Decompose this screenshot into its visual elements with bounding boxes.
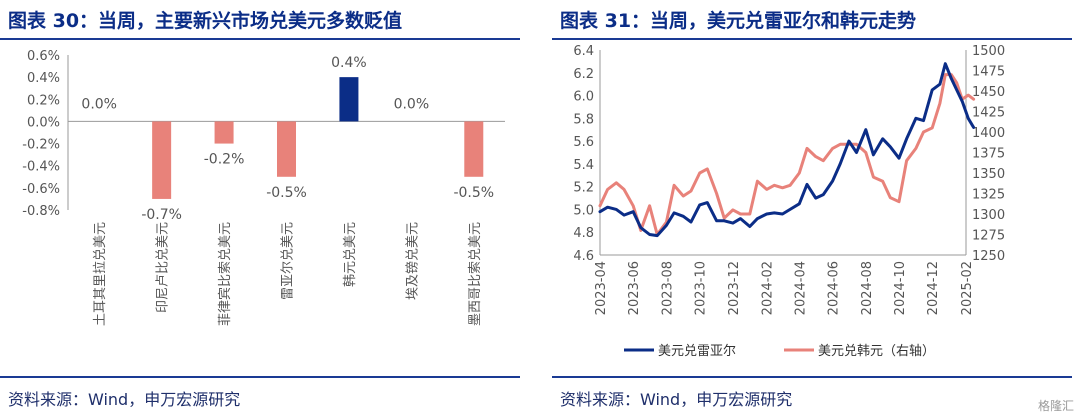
watermark-logo: 格隆汇 xyxy=(1037,399,1074,413)
bar xyxy=(214,121,234,144)
y-right-tick-label: 1300 xyxy=(972,208,1005,223)
y-tick-label: 0.6% xyxy=(27,49,60,64)
x-tick-label: 2023-10 xyxy=(694,261,709,315)
x-tick-label: 2024-06 xyxy=(827,261,842,315)
category-label: 雷亚尔兑美元 xyxy=(281,222,296,300)
y-right-tick-label: 1375 xyxy=(972,147,1005,162)
category-label: 墨西哥比索兑美元 xyxy=(468,222,483,326)
bar xyxy=(152,121,172,199)
x-tick-label: 2024-04 xyxy=(793,261,808,315)
data-label: 0.4% xyxy=(331,55,367,71)
y-left-tick-label: 6.2 xyxy=(573,67,594,82)
x-tick-label: 2024-10 xyxy=(893,261,908,315)
line-chart: 6.4 6.2 6.0 5.8 5.6 5.4 5.2 5.0 4.8 4.6 1500 1475 14… xyxy=(573,44,1005,359)
legend-label: 美元兑雷亚尔 xyxy=(658,344,736,359)
y-right-tick-label: 1425 xyxy=(972,106,1005,121)
y-right-tick-label: 1500 xyxy=(972,44,1005,59)
data-label: -0.5% xyxy=(453,185,494,201)
bar xyxy=(464,121,484,177)
y-left-tick-label: 5.0 xyxy=(573,203,594,218)
category-label: 土耳其里拉兑美元 xyxy=(93,222,108,326)
y-tick-label: -0.8% xyxy=(22,204,60,219)
x-tick-label: 2024-12 xyxy=(926,261,941,315)
y-right-tick-label: 1350 xyxy=(972,167,1005,182)
category-label: 菲律宾比索兑美元 xyxy=(217,222,233,326)
x-tick-label: 2023-12 xyxy=(727,261,742,315)
y-right-tick-label: 1250 xyxy=(972,249,1005,264)
bar xyxy=(277,121,296,177)
y-tick-label: -0.4% xyxy=(22,160,60,175)
title-rule xyxy=(552,38,1072,40)
data-label: 0.0% xyxy=(81,96,117,112)
y-left-tick-label: 5.6 xyxy=(573,135,594,150)
title-rule xyxy=(0,38,520,40)
y-right-tick-label: 1450 xyxy=(972,85,1005,100)
data-label: -0.5% xyxy=(266,185,307,201)
y-left-tick-label: 6.0 xyxy=(573,90,594,105)
chart-panel-line: 图表 31：当周，美元兑雷亚尔和韩元走势 6.4 6.2 6.0 5.8 5.6 5.4 5… xyxy=(552,0,1080,418)
source-rule xyxy=(0,376,520,378)
category-label: 埃及镑兑美元 xyxy=(404,222,420,300)
x-tick-label: 2024-02 xyxy=(761,261,776,315)
legend-label: 美元兑韩元（右轴） xyxy=(818,344,935,359)
bar-chart: 0.6% 0.4% 0.2% 0.0% -0.2% -0.4% -0.6% -0.8% 0.0%… xyxy=(22,49,505,326)
y-tick-label: 0.2% xyxy=(27,93,60,108)
series-line xyxy=(598,73,976,236)
x-tick-label: 2024-08 xyxy=(860,261,875,315)
y-left-tick-label: 4.8 xyxy=(573,226,594,241)
y-left-tick-label: 5.8 xyxy=(573,112,594,127)
y-tick-label: -0.6% xyxy=(22,182,60,197)
y-right-tick-label: 1475 xyxy=(972,65,1005,80)
y-left-tick-label: 6.4 xyxy=(573,44,594,59)
source-note: 资料来源：Wind，申万宏源研究 xyxy=(560,390,793,409)
y-right-tick-label: 1400 xyxy=(972,126,1005,141)
source-rule xyxy=(552,376,1072,378)
y-right-tick-label: 1325 xyxy=(972,188,1005,203)
data-label: 0.0% xyxy=(394,96,430,112)
x-tick-label: 2025-02 xyxy=(960,261,975,315)
x-tick-label: 2023-04 xyxy=(594,261,609,315)
category-label: 韩元兑美元 xyxy=(343,222,358,287)
y-right-tick-label: 1275 xyxy=(972,229,1005,244)
y-tick-label: 0.4% xyxy=(27,71,60,86)
y-tick-label: 0.0% xyxy=(27,115,60,130)
y-left-tick-label: 5.4 xyxy=(573,158,594,173)
source-note: 资料来源：Wind，申万宏源研究 xyxy=(8,390,241,409)
series-line xyxy=(598,62,976,238)
bar xyxy=(339,77,359,122)
x-tick-label: 2023-08 xyxy=(660,261,675,315)
chart-panel-bar: 图表 30：当周，主要新兴市场兑美元多数贬值 0.6% 0.4% 0.2% 0.0% -… xyxy=(0,0,528,418)
data-label: -0.2% xyxy=(204,152,245,168)
x-tick-label: 2023-06 xyxy=(627,261,642,315)
y-left-tick-label: 4.6 xyxy=(573,249,594,264)
data-label: -0.7% xyxy=(141,207,182,223)
y-tick-label: -0.2% xyxy=(22,138,60,153)
category-label: 印尼卢比兑美元 xyxy=(155,222,171,313)
y-left-tick-label: 5.2 xyxy=(573,181,594,196)
chart-title: 图表 30：当周，主要新兴市场兑美元多数贬值 xyxy=(8,10,403,32)
chart-title: 图表 31：当周，美元兑雷亚尔和韩元走势 xyxy=(560,10,917,32)
